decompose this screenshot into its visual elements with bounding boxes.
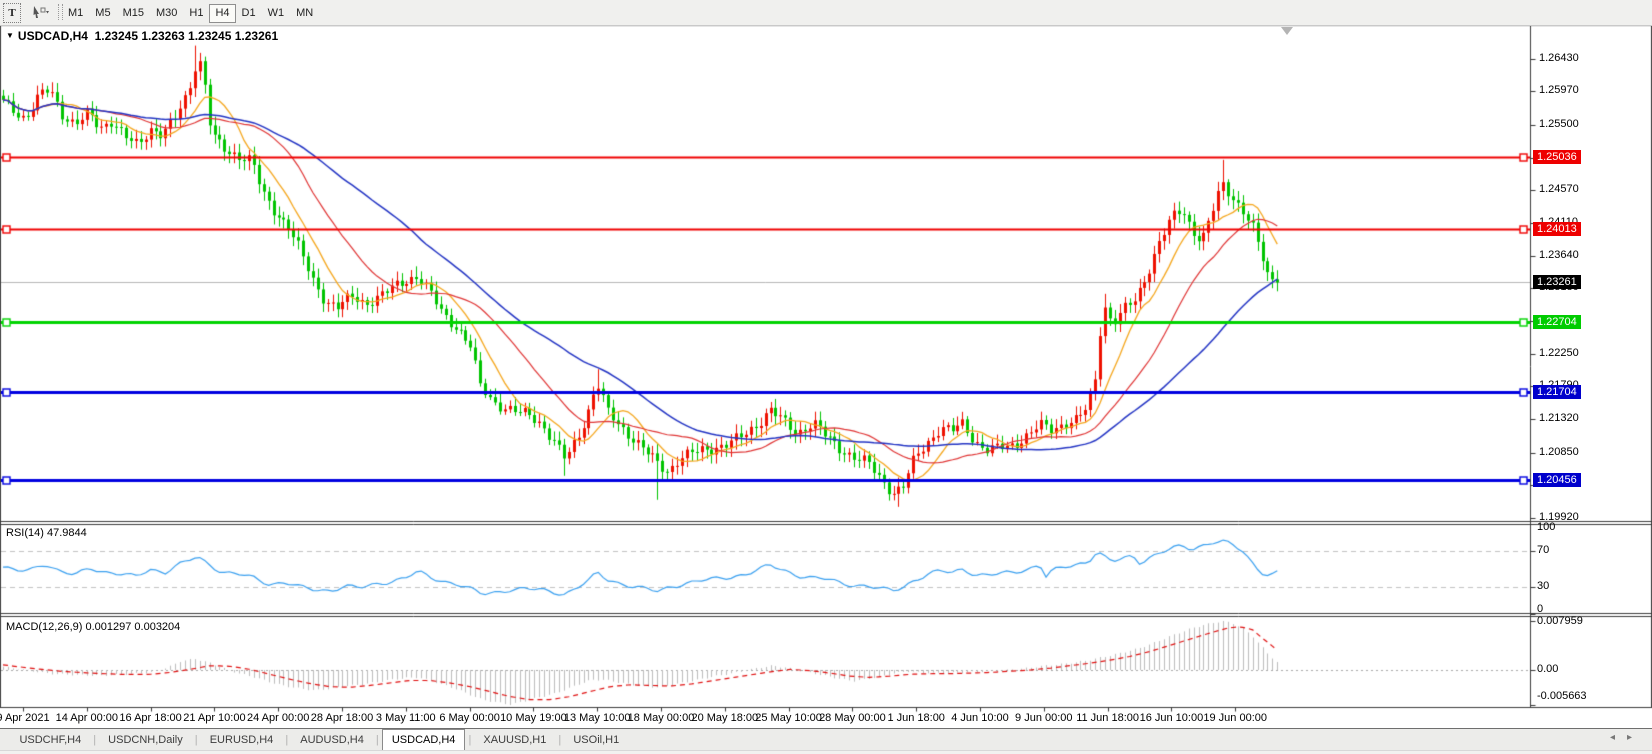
chart-tab-bar: USDCHF,H4 | USDCNH,Daily | EURUSD,H4 | A… xyxy=(0,728,1652,751)
chart-title: ▼ USDCAD,H4 1.23245 1.23263 1.23245 1.232… xyxy=(6,29,278,43)
timeframe-button-h1[interactable]: H1 xyxy=(189,7,204,19)
cursor-tool-icon xyxy=(31,6,51,19)
timeframe-button-h4[interactable]: H4 xyxy=(209,4,236,23)
hline-price-label: 1.25036 xyxy=(1533,150,1581,165)
date-label: 10 May 19:00 xyxy=(500,712,567,724)
tab-scroll-right-icon[interactable]: ▸ xyxy=(1626,732,1644,743)
tab-scroll-arrows: ◂▸ xyxy=(1610,732,1644,743)
price-tick-label: 1.22250 xyxy=(1539,346,1579,359)
timeframe-button-d1[interactable]: D1 xyxy=(241,7,256,19)
macd-tick-label: -0.005663 xyxy=(1537,690,1587,702)
status-bar xyxy=(0,750,1652,754)
timeframe-button-group: M1 M5 M15 M30 H1 H4 D1 W1 MN xyxy=(62,0,319,25)
date-label: 19 Jun 00:00 xyxy=(1203,712,1267,724)
date-label: 18 May 00:00 xyxy=(627,712,695,724)
tab-separator: | xyxy=(282,734,292,746)
chart-tab-usdcad[interactable]: USDCAD,H4 xyxy=(381,729,466,751)
date-label: 13 May 10:00 xyxy=(563,712,631,724)
date-label: 21 Apr 10:00 xyxy=(183,712,246,724)
timeframe-button-m30[interactable]: M30 xyxy=(155,7,178,19)
date-label: 16 Jun 10:00 xyxy=(1139,712,1204,724)
timeframe-button-m1[interactable]: M1 xyxy=(68,7,84,19)
date-label: 28 Apr 18:00 xyxy=(310,712,374,724)
hline-price-label: 1.22704 xyxy=(1533,314,1581,329)
timeframe-button-m15[interactable]: M15 xyxy=(122,7,144,19)
date-label: 28 May 00:00 xyxy=(819,712,886,724)
main-toolbar: T M1 M5 M15 M30 H1 H4 D1 W1 MN xyxy=(0,0,1652,26)
date-label: 14 Apr 00:00 xyxy=(55,712,118,724)
price-tick-label: 1.24570 xyxy=(1539,183,1579,196)
chart-ohlc-values: 1.23245 1.23263 1.23245 1.23261 xyxy=(94,29,279,43)
rsi-tick-label: 100 xyxy=(1537,521,1556,533)
cursor-tool-button[interactable] xyxy=(26,3,56,21)
date-label: 11 Jun 18:00 xyxy=(1076,712,1139,724)
price-tick-label: 1.21320 xyxy=(1539,412,1579,425)
timeframe-button-mn[interactable]: MN xyxy=(296,7,314,19)
chart-shift-marker-icon[interactable] xyxy=(1281,27,1293,35)
macd-indicator-label: MACD(12,26,9) 0.001297 0.003204 xyxy=(6,621,181,633)
chart-tab-usoil[interactable]: USOil,H1 xyxy=(573,734,620,746)
price-tick-label: 1.25970 xyxy=(1539,84,1579,97)
toolbar-grip xyxy=(58,4,63,20)
chart-tab-audusd[interactable]: AUDUSD,H4 xyxy=(300,734,364,746)
tab-separator: | xyxy=(90,734,100,746)
date-label: 9 Apr 2021 xyxy=(0,712,50,724)
tab-scroll-left-icon[interactable]: ◂ xyxy=(1609,732,1627,743)
chart-tab-usdchf[interactable]: USDCHF,H4 xyxy=(19,734,82,746)
price-tick-label: 1.20850 xyxy=(1539,445,1579,458)
hline-price-label: 1.20456 xyxy=(1533,473,1581,488)
chart-tab-xauusd[interactable]: XAUUSD,H1 xyxy=(483,734,547,746)
hline-price-label: 1.24013 xyxy=(1533,222,1581,237)
price-tick-label: 1.26430 xyxy=(1539,52,1579,64)
date-label: 6 May 00:00 xyxy=(439,712,500,724)
tab-separator: | xyxy=(555,734,565,746)
current-price-label: 1.23261 xyxy=(1533,275,1581,290)
macd-tick-label: 0.00 xyxy=(1537,663,1559,675)
date-label: 9 Jun 00:00 xyxy=(1015,712,1073,724)
tab-separator: | xyxy=(465,734,475,746)
price-tick-label: 1.23640 xyxy=(1539,248,1579,261)
macd-tick-label: 0.007959 xyxy=(1537,615,1583,627)
collapse-triangle-icon[interactable]: ▼ xyxy=(6,31,14,40)
price-tick-label: 1.19920 xyxy=(1539,511,1579,524)
date-label: 25 May 10:00 xyxy=(755,712,822,724)
tab-separator: | xyxy=(372,734,382,746)
date-label: 4 Jun 10:00 xyxy=(951,712,1009,724)
rsi-tick-label: 70 xyxy=(1537,544,1550,556)
rsi-indicator-label: RSI(14) 47.9844 xyxy=(6,527,87,539)
tab-separator: | xyxy=(191,734,201,746)
date-label: 3 May 11:00 xyxy=(375,712,436,724)
chart-tab-eurusd[interactable]: EURUSD,H4 xyxy=(209,734,274,746)
date-label: 24 Apr 00:00 xyxy=(246,712,310,724)
date-label: 16 Apr 18:00 xyxy=(119,712,182,724)
chart-symbol-label: USDCAD,H4 xyxy=(17,29,88,43)
date-label: 20 May 18:00 xyxy=(691,712,759,724)
chart-tab-usdcnh[interactable]: USDCNH,Daily xyxy=(108,734,183,746)
date-label: 1 Jun 18:00 xyxy=(887,712,945,724)
hline-price-label: 1.21704 xyxy=(1533,385,1581,400)
text-tool-button[interactable]: T xyxy=(3,3,21,23)
price-tick-label: 1.25500 xyxy=(1539,117,1579,130)
timeframe-button-w1[interactable]: W1 xyxy=(267,7,285,19)
rsi-tick-label: 30 xyxy=(1537,580,1550,592)
rsi-tick-label: 0 xyxy=(1537,603,1544,615)
timeframe-button-m5[interactable]: M5 xyxy=(95,7,111,19)
